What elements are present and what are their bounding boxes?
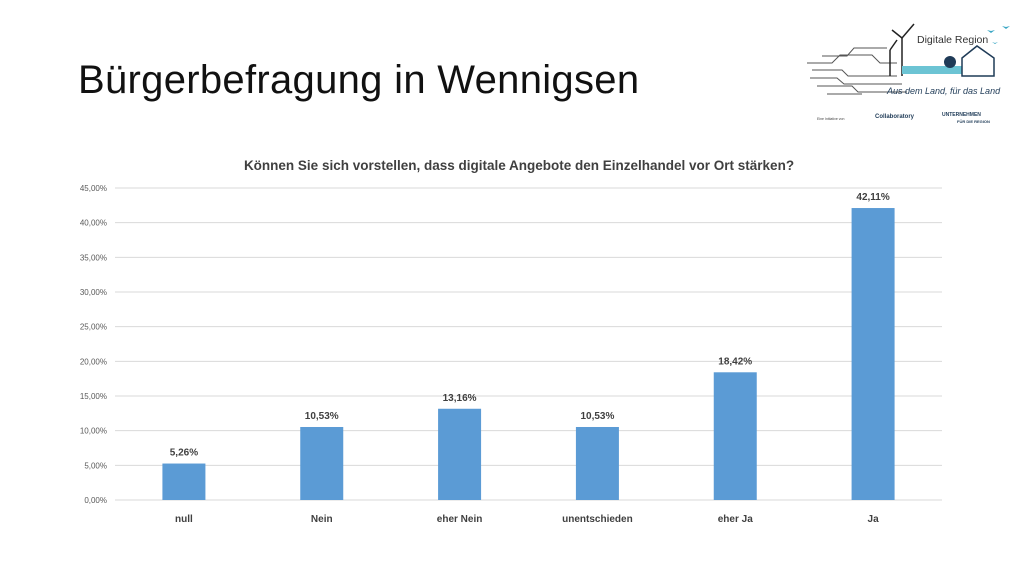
x-category-label: Ja bbox=[868, 514, 880, 525]
bar-Nein bbox=[300, 426, 344, 500]
y-tick-label: 10,00% bbox=[80, 427, 107, 436]
y-tick-label: 20,00% bbox=[80, 357, 107, 366]
house-icon bbox=[961, 45, 995, 77]
bar-unentschieden bbox=[575, 426, 619, 500]
logo-partner-collaboratory: Collaboratory bbox=[875, 114, 915, 120]
data-label: 18,42% bbox=[718, 356, 752, 367]
y-tick-label: 45,00% bbox=[80, 184, 107, 193]
landscape-icon bbox=[902, 66, 962, 74]
chart-title: Können Sie sich vorstellen, dass digital… bbox=[244, 158, 794, 173]
tree-icon bbox=[944, 56, 956, 68]
y-tick-label: 25,00% bbox=[80, 323, 107, 332]
logo-name: Digitale Region bbox=[917, 34, 988, 46]
data-label: 10,53% bbox=[305, 411, 339, 422]
x-category-label: unentschieden bbox=[562, 514, 633, 525]
bar-eher-Nein bbox=[438, 408, 482, 500]
logo-partner-unternehmen: UNTERNEHMEN bbox=[942, 112, 981, 118]
bar-eher-Ja bbox=[713, 372, 757, 500]
logo-initiative: Eine Initiative von bbox=[817, 117, 844, 121]
y-tick-label: 5,00% bbox=[84, 461, 107, 470]
slide-title: Bürgerbefragung in Wennigsen bbox=[78, 58, 640, 102]
birds-icon bbox=[987, 26, 1010, 44]
logo-slogan: Aus dem Land, für das Land bbox=[886, 86, 1001, 96]
x-category-label: Nein bbox=[311, 514, 333, 525]
x-category-label: null bbox=[175, 514, 193, 525]
logo-partner-region: FÜR DIE REGION bbox=[957, 119, 990, 124]
y-tick-label: 15,00% bbox=[80, 392, 107, 401]
data-label: 42,11% bbox=[856, 192, 889, 203]
bar-null bbox=[162, 463, 206, 500]
x-category-label: eher Nein bbox=[437, 514, 483, 525]
circuit-lines-icon bbox=[807, 47, 907, 95]
x-category-label: eher Ja bbox=[718, 514, 753, 525]
data-label: 5,26% bbox=[170, 448, 198, 459]
y-tick-label: 35,00% bbox=[80, 253, 107, 262]
digitale-region-logo: Digitale Region Aus dem Land, für das La… bbox=[807, 23, 1010, 124]
y-tick-label: 40,00% bbox=[80, 219, 107, 228]
bar-Ja bbox=[851, 208, 895, 500]
y-tick-label: 30,00% bbox=[80, 288, 107, 297]
y-tick-label: 0,00% bbox=[84, 496, 107, 505]
data-label: 10,53% bbox=[580, 411, 614, 422]
data-label: 13,16% bbox=[443, 393, 477, 404]
